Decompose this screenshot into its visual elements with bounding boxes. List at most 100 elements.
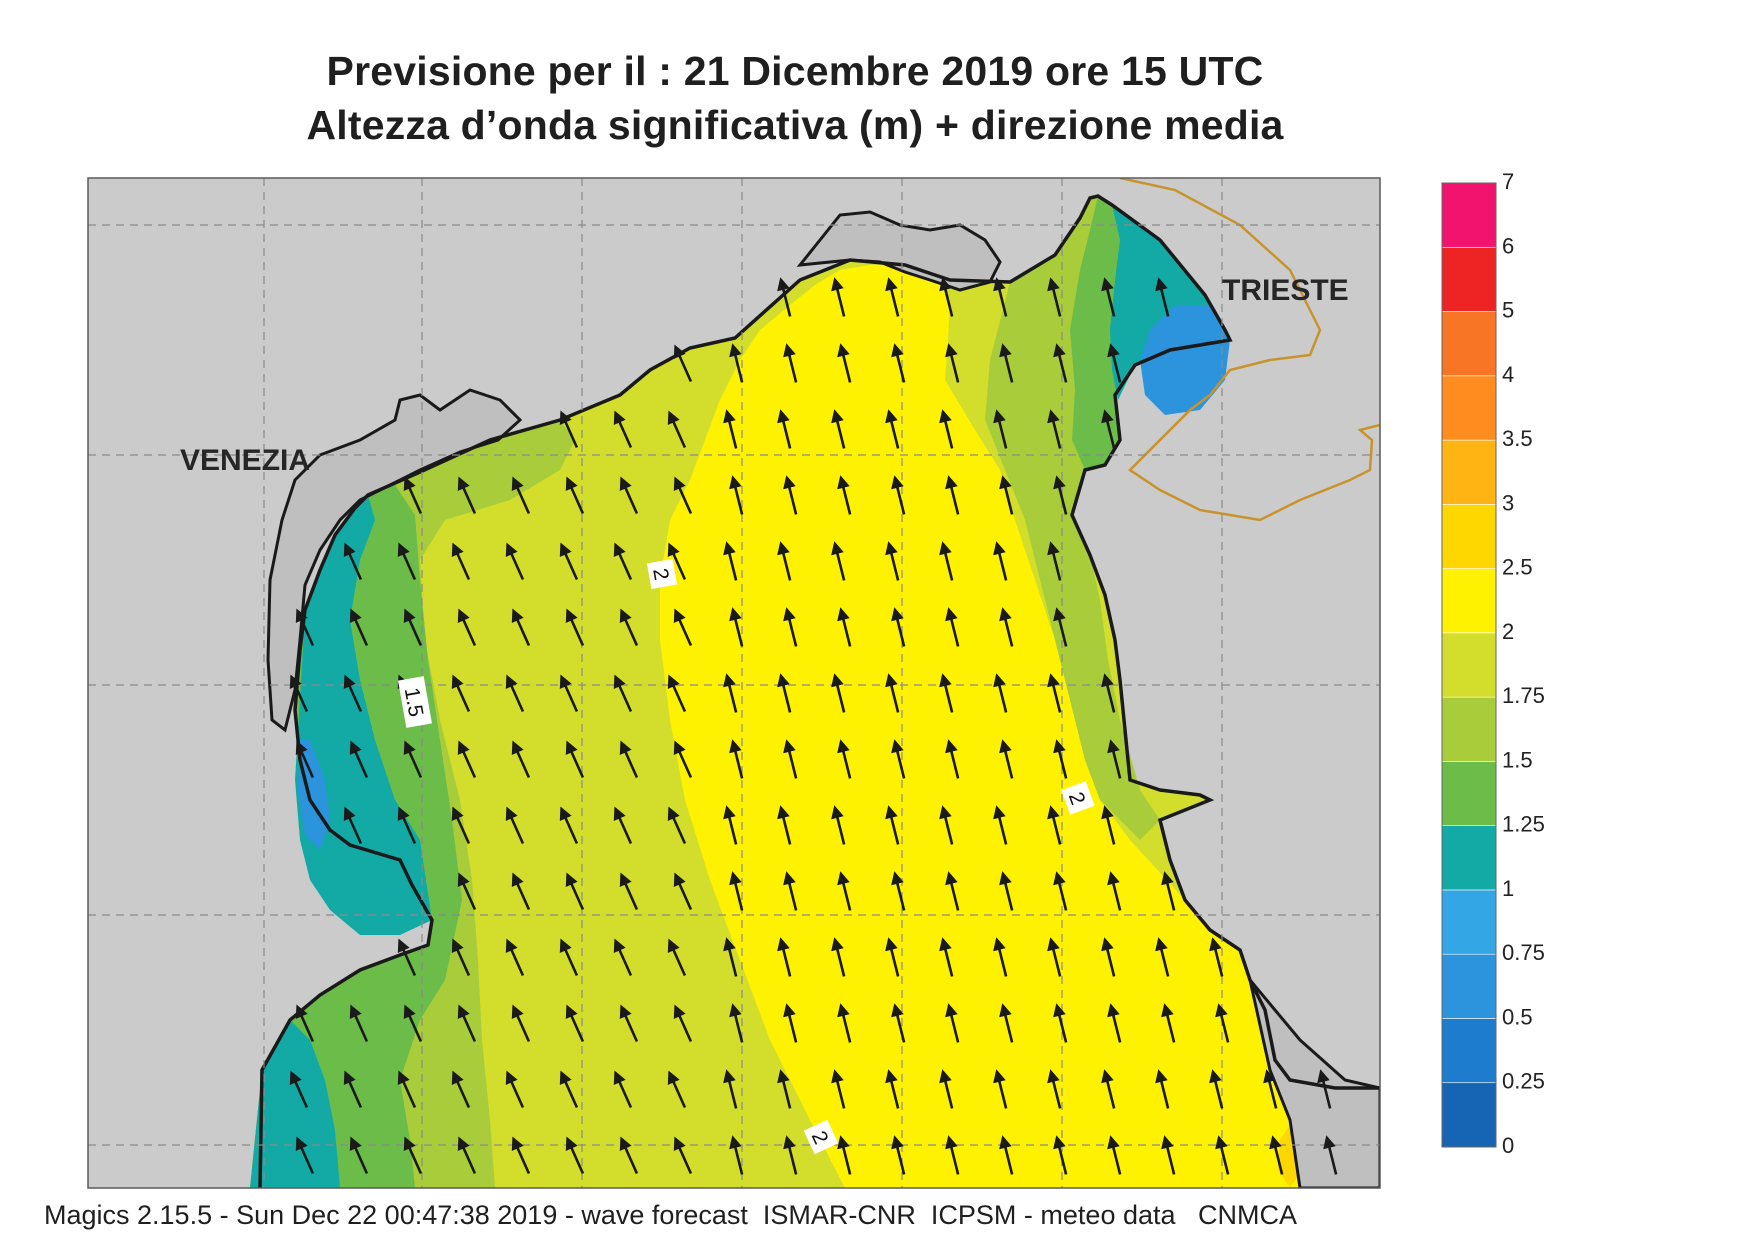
colorbar-box — [1441, 632, 1497, 698]
wave-arrow — [1053, 475, 1068, 515]
wave-arrow — [457, 608, 477, 647]
wave-arrow — [723, 805, 738, 845]
wave-arrow — [783, 1135, 798, 1175]
border-line — [1119, 178, 1380, 522]
wave-arrow — [295, 1004, 315, 1043]
wave-arrow — [1107, 871, 1122, 911]
wave-arrow — [1155, 1069, 1170, 1109]
grado-lagoon — [796, 210, 1002, 292]
colorbar-tick-label: 0.5 — [1502, 1004, 1533, 1029]
wave-arrow — [783, 343, 798, 383]
colorbar-box — [1441, 504, 1497, 569]
colorbar-box — [1441, 439, 1497, 505]
wave-arrow — [891, 739, 906, 779]
wave-arrow — [1107, 739, 1122, 779]
wave-arrow — [613, 806, 633, 845]
wave-arrow — [1047, 277, 1062, 317]
wave-arrow — [939, 673, 954, 713]
colorbar-tick-label: 1.5 — [1502, 747, 1533, 772]
wave-arrow — [777, 805, 792, 845]
wave-arrow — [891, 871, 906, 911]
wave-arrow — [505, 938, 525, 977]
wave-arrow — [511, 476, 531, 515]
title-line-1: Previsione per il : 21 Dicembre 2019 ore… — [326, 48, 1264, 94]
wave-arrow — [673, 344, 693, 383]
wave-arrow — [1101, 673, 1116, 713]
wave-arrow — [993, 937, 1008, 977]
wave-arrow — [837, 1135, 852, 1175]
wave-arrow — [559, 1070, 579, 1109]
wave-arrow — [343, 1070, 363, 1109]
wave-arrow — [723, 1069, 738, 1109]
wave-arrow — [783, 739, 798, 779]
wave-arrow — [403, 1136, 423, 1175]
wave-arrow — [667, 806, 687, 845]
wave-arrow — [667, 410, 687, 449]
wave-arrow — [559, 542, 579, 581]
wave-arrow — [1053, 343, 1068, 383]
wave-arrow — [729, 343, 744, 383]
colorbar-tick-label: 7 — [1502, 169, 1514, 194]
wave-arrow — [723, 937, 738, 977]
wave-arrow — [999, 343, 1014, 383]
colorbar-box — [1441, 696, 1497, 762]
wave-arrow — [723, 409, 738, 449]
wave-arrow — [939, 541, 954, 581]
wave-arrow — [511, 1004, 531, 1043]
wave-arrow — [1317, 1069, 1332, 1109]
colorbar-box — [1441, 953, 1497, 1019]
wave-arrow — [289, 674, 309, 713]
wave-arrow — [945, 475, 960, 515]
wave-arrow — [295, 1136, 315, 1175]
wave-arrow — [565, 872, 585, 911]
wave-arrow — [505, 806, 525, 845]
wave-arrow — [397, 938, 417, 977]
wave-arrow — [885, 1069, 900, 1109]
colorbar-tick-label: 2.5 — [1502, 555, 1533, 580]
wave-arrow — [777, 1069, 792, 1109]
wave-arrow — [939, 805, 954, 845]
wave-arrow — [831, 1069, 846, 1109]
contour-label-4: 2 — [803, 1119, 839, 1155]
wave-arrow — [939, 409, 954, 449]
wave-arrow — [289, 1070, 309, 1109]
colorbar: 0 0.25 0.5 0.75 1 1.25 1.5 1.75 2 2.5 3 3.5 4 5 6 7 — [1441, 169, 1545, 1158]
wave-arrow — [945, 739, 960, 779]
wave-arrow — [349, 1136, 369, 1175]
coastline — [258, 194, 1380, 1188]
wave-arrow — [559, 938, 579, 977]
wave-arrow — [613, 542, 633, 581]
wave-arrow — [505, 542, 525, 581]
wave-arrow — [939, 1069, 954, 1109]
wave-arrow — [885, 277, 900, 317]
wave-arrow — [349, 740, 369, 779]
colorbar-tick-label: 3.5 — [1502, 426, 1533, 451]
wave-arrow — [1053, 607, 1068, 647]
wave-arrow — [783, 1003, 798, 1043]
wave-arrow — [945, 1003, 960, 1043]
wave-arrow — [729, 1135, 744, 1175]
wave-arrow — [831, 937, 846, 977]
svg-text:1.5: 1.5 — [400, 686, 428, 719]
colorbar-tick-label: 0.75 — [1502, 940, 1545, 965]
colorbar-box — [1441, 1082, 1497, 1148]
wave-arrow — [993, 541, 1008, 581]
wave-arrow — [673, 608, 693, 647]
wave-arrow — [1209, 1069, 1224, 1109]
wave-arrow — [729, 475, 744, 515]
wave-arrow — [1155, 277, 1170, 317]
wave-arrow — [1047, 937, 1062, 977]
wave-arrow — [457, 1136, 477, 1175]
wave-arrow — [1161, 1003, 1176, 1043]
wave-arrow — [1215, 1003, 1230, 1043]
wave-arrow — [885, 937, 900, 977]
wave-arrow — [1047, 673, 1062, 713]
colorbar-box — [1441, 761, 1497, 826]
wave-arrow — [349, 1004, 369, 1043]
wave-arrow — [457, 1004, 477, 1043]
wave-arrow — [343, 674, 363, 713]
colorbar-tick-label: 5 — [1502, 298, 1514, 323]
wave-arrow — [891, 607, 906, 647]
wave-arrow — [565, 1136, 585, 1175]
